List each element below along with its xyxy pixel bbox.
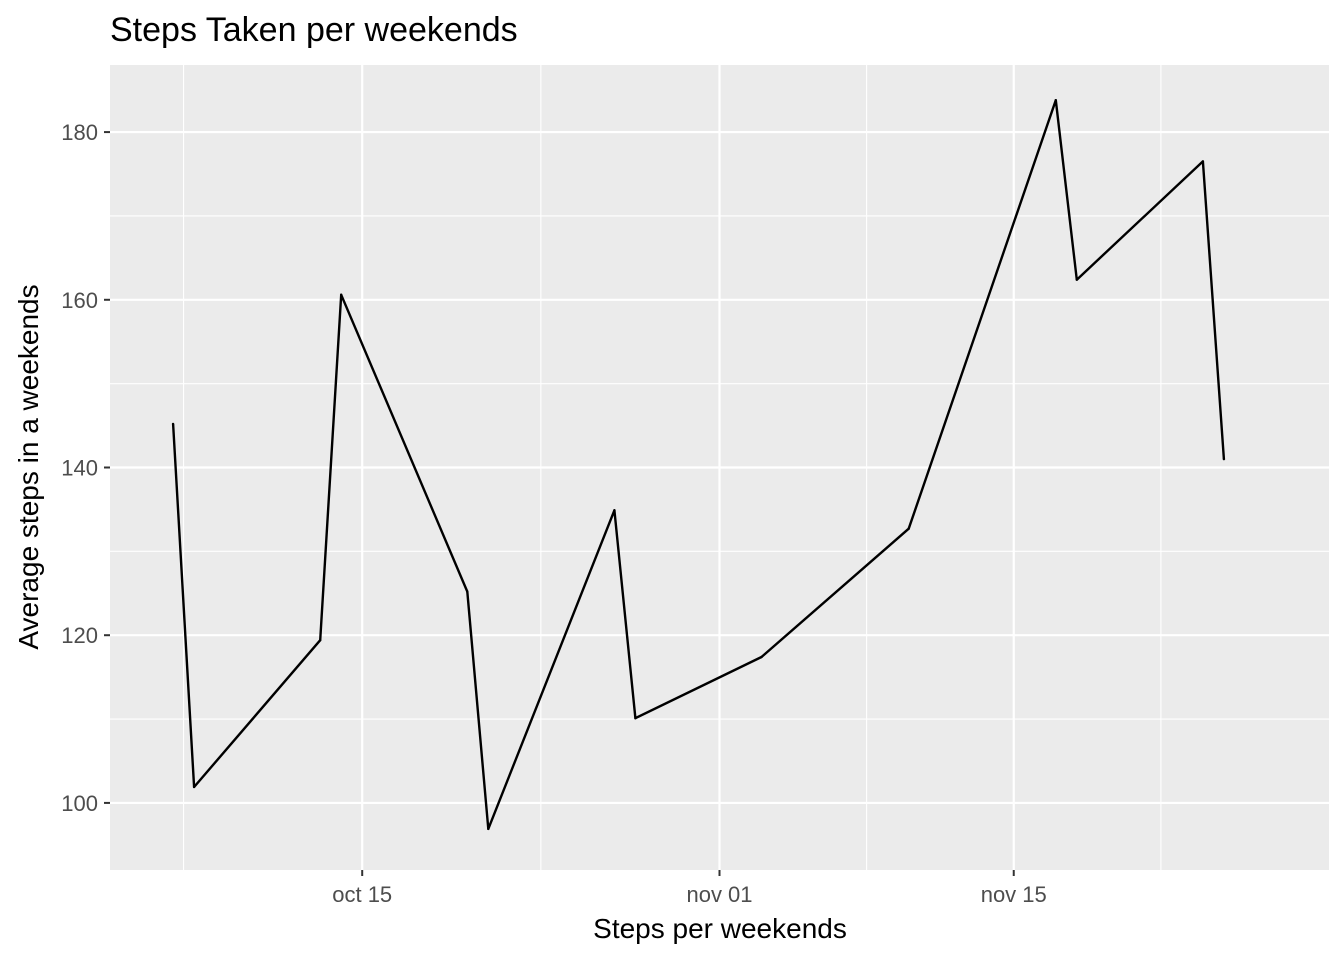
x-tick-label: nov 15: [981, 882, 1047, 907]
y-tick-label: 120: [61, 623, 98, 648]
y-tick-label: 160: [61, 288, 98, 313]
y-tick-label: 140: [61, 456, 98, 481]
data-point: [339, 293, 343, 296]
y-axis: 100 120 140 160 180: [61, 120, 110, 816]
data-point: [466, 590, 469, 593]
major-gridlines: [110, 65, 1329, 870]
y-axis-title: Average steps in a weekends: [13, 284, 44, 649]
series-line: [171, 98, 1226, 831]
data-point: [1075, 278, 1078, 281]
data-point: [760, 655, 763, 659]
x-axis-title: Steps per weekends: [593, 913, 847, 944]
data-point: [634, 717, 637, 720]
data-point: [1201, 160, 1205, 163]
data-point: [192, 785, 196, 789]
data-point: [1222, 457, 1226, 461]
series-layer: [171, 98, 1226, 831]
y-tick-label: 180: [61, 120, 98, 145]
x-tick-label: nov 01: [686, 882, 752, 907]
x-tick-label: oct 15: [332, 882, 392, 907]
x-axis: oct 15 nov 01 nov 15: [332, 870, 1047, 907]
data-point: [613, 509, 616, 512]
data-point: [487, 827, 490, 831]
data-point: [1054, 99, 1057, 102]
data-point: [171, 422, 175, 426]
data-point: [318, 639, 322, 642]
y-tick-label: 100: [61, 791, 98, 816]
data-point: [907, 527, 910, 530]
chart-title: Steps Taken per weekends: [110, 11, 518, 49]
